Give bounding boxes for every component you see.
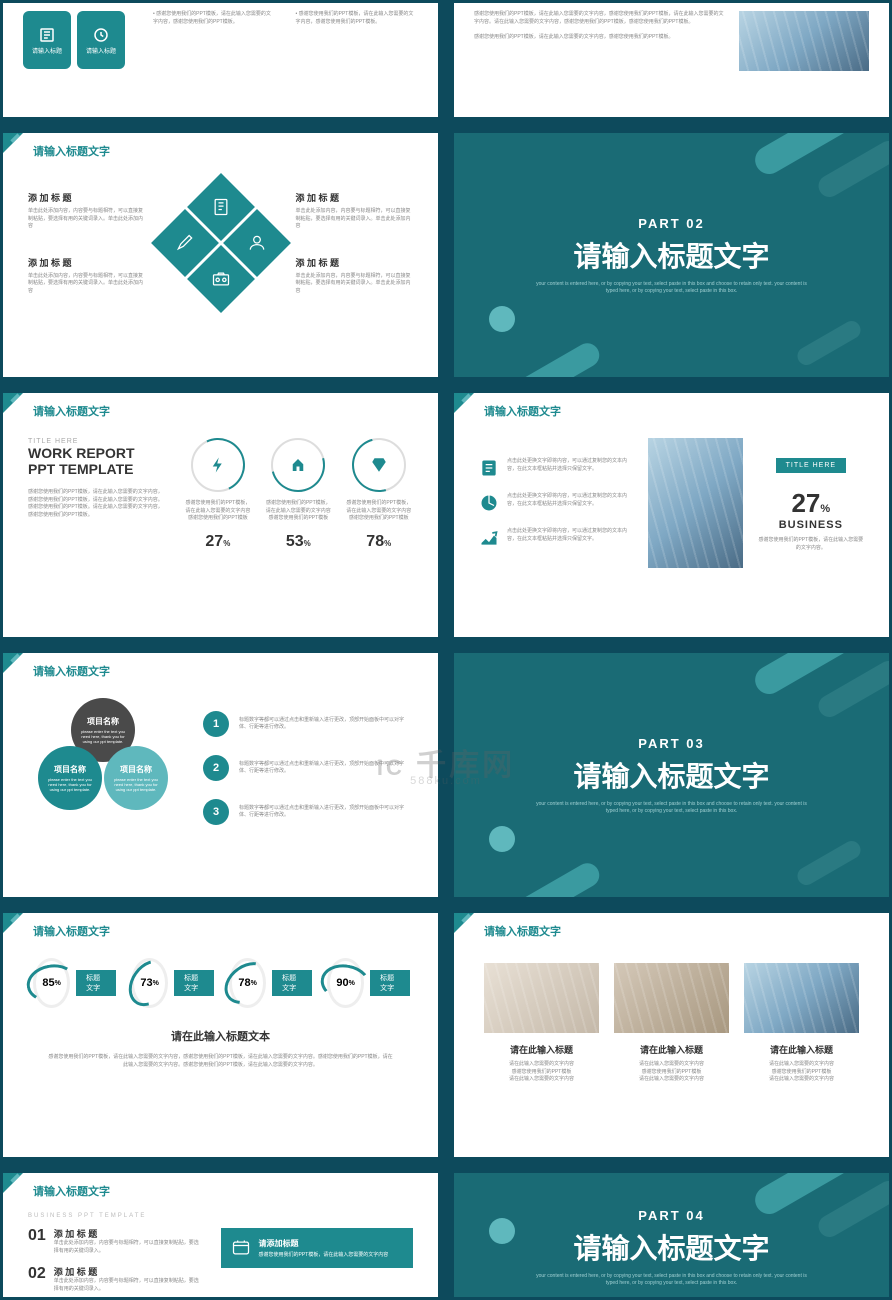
icon-box-2: 请输入标题 bbox=[77, 11, 125, 69]
body: 感谢您使用我们的PPT模板，请在此输入您需要的文字内容，感谢您使用我们的PPT模… bbox=[33, 1054, 408, 1069]
slide-title: 请输入标题文字 bbox=[33, 923, 110, 939]
stat-col: 感谢您使用我们的PPT模板，请在此输入您需要的文字内容感谢您使用我们的PPT模板… bbox=[345, 438, 413, 551]
ring-stat: 85% 标题文字 bbox=[33, 958, 116, 1008]
slide-7: 请输入标题文字 项目名称 please enter the text you n… bbox=[0, 650, 441, 900]
card: 请在此输入标题 请在此输入您需要的文字内容 感谢您使用我们的PPT模板 请在此输… bbox=[744, 963, 859, 1084]
slide-title: 请输入标题文字 bbox=[484, 923, 561, 939]
section-sub: your content is entered here, or by copy… bbox=[532, 801, 812, 815]
title-line2: PPT TEMPLATE bbox=[28, 461, 166, 477]
stat-col: 感谢您使用我们的PPT模板，请在此输入您需要的文字内容感谢您使用我们的PPT模板… bbox=[264, 438, 332, 551]
slide-5: 请输入标题文字 TITLE HERE WORK REPORT PPT TEMPL… bbox=[0, 390, 441, 640]
item-body: 单击此处添加内容，内容要与标题相符，可以直接复制粘贴，要选择有用的关键词录入。单… bbox=[296, 273, 414, 296]
body: 感谢您使用我们的PPT模板，请在此输入您需要的文字内容，感谢您使用我们的PPT模… bbox=[28, 489, 166, 519]
section-title: 请输入标题文字 bbox=[573, 1227, 769, 1267]
venn-diagram: 项目名称 please enter the text you need here… bbox=[28, 698, 178, 838]
slide2-body: 感谢您使用我们的PPT模板，请在此输入您需要的文字内容，感谢您使用我们的PPT模… bbox=[474, 11, 724, 26]
ring-stat: 78% 标题文字 bbox=[229, 958, 312, 1008]
slide-11: 请输入标题文字 BUSINESS PPT TEMPLATE 01 添 加 标 题… bbox=[0, 1170, 441, 1300]
item-title: 添 加 标 题 bbox=[296, 256, 414, 269]
section-part3: PART 03 请输入标题文字 your content is entered … bbox=[451, 650, 892, 900]
item-title: 添 加 标 题 bbox=[296, 191, 414, 204]
slide-title: 请输入标题文字 bbox=[484, 403, 561, 419]
image-placeholder bbox=[648, 438, 743, 568]
numbered-item: 1 标题数字等都可以通过点击和重新输入进行更改，顶部开始面板中可以对字体、行距等… bbox=[203, 711, 413, 737]
card: 请在此输入标题 请在此输入您需要的文字内容 感谢您使用我们的PPT模板 请在此输… bbox=[484, 963, 599, 1084]
stat-text: 感谢您使用我们的PPT模板，请在此输入您需要的文字内容。 bbox=[758, 537, 864, 552]
subtitle: TITLE HERE bbox=[28, 438, 166, 445]
numbered-block: 02 添 加 标 题 单击此处添加内容，内容要与标题相符，可以直接复制粘贴，要选… bbox=[28, 1265, 201, 1293]
item-body: 单击此处添加内容，内容要与标题相符，可以直接复制粘贴，要选择有用的关键词录入。单… bbox=[28, 273, 146, 296]
subtitle: 请在此输入标题文本 bbox=[33, 1028, 408, 1044]
text-bullet: • 感谢您使用我们的PPT模板，请在此输入您需要的文字内容，感谢您使用我们的PP… bbox=[296, 11, 419, 26]
slide-10: 请输入标题文字 请在此输入标题 请在此输入您需要的文字内容 感谢您使用我们的PP… bbox=[451, 910, 892, 1160]
numbered-item: 2 标题数字等都可以通过点击和重新输入进行更改，顶部开始面板中可以对字体、行距等… bbox=[203, 755, 413, 781]
ring-stat: 90% 标题文字 bbox=[327, 958, 410, 1008]
numbered-item: 3 标题数字等都可以通过点击和重新输入进行更改，顶部开始面板中可以对字体、行距等… bbox=[203, 799, 413, 825]
slide-3: 请输入标题文字 添 加 标 题 单击此处添加内容，内容要与标题相符，可以直接复制… bbox=[0, 130, 441, 380]
stat-col: 感谢您使用我们的PPT模板，请在此输入您需要的文字内容感谢您使用我们的PPT模板… bbox=[184, 438, 252, 551]
slide-title: 请输入标题文字 bbox=[33, 663, 110, 679]
list-item: 点击此处更换文字即将内容，可以通过复制您的文本内容，在此文本框粘贴并选择只保留文… bbox=[479, 493, 633, 513]
item-title: 添 加 标 题 bbox=[28, 256, 146, 269]
icon-box-1: 请输入标题 bbox=[23, 11, 71, 69]
image-placeholder bbox=[739, 11, 869, 71]
title-line1: WORK REPORT bbox=[28, 445, 166, 461]
stat-value: 27 bbox=[791, 488, 820, 518]
section-title: 请输入标题文字 bbox=[573, 755, 769, 795]
slide-6: 请输入标题文字 点击此处更换文字即将内容，可以通过复制您的文本内容，在此文本框粘… bbox=[451, 390, 892, 640]
part-label: PART 04 bbox=[638, 1208, 705, 1223]
slide-title: 请输入标题文字 bbox=[33, 143, 110, 159]
stat-label: BUSINESS bbox=[758, 519, 864, 531]
diamond-icons bbox=[161, 183, 281, 303]
section-sub: your content is entered here, or by copy… bbox=[532, 281, 812, 295]
section-title: 请输入标题文字 bbox=[573, 235, 769, 275]
slide-1: 请输入标题 请输入标题 • 感谢您使用我们的PPT模板，请在此输入您需要的文字内… bbox=[0, 0, 441, 120]
list-item: 点击此处更换文字即将内容，可以通过复制您的文本内容，在此文本框粘贴并选择只保留文… bbox=[479, 458, 633, 478]
badge: TITLE HERE bbox=[776, 458, 846, 473]
numbered-block: 01 添 加 标 题 单击此处添加内容，内容要与标题相符，可以直接复制粘贴，要选… bbox=[28, 1227, 201, 1255]
item-body: 单击此处添加内容，内容要与标题相符，可以直接复制粘贴，要选择有用的关键词录入。单… bbox=[296, 208, 414, 231]
part-label: PART 03 bbox=[638, 736, 705, 751]
section-part4: PART 04 请输入标题文字 your content is entered … bbox=[451, 1170, 892, 1300]
card: 请在此输入标题 请在此输入您需要的文字内容 感谢您使用我们的PPT模板 请在此输… bbox=[614, 963, 729, 1084]
text-bullet: • 感谢您使用我们的PPT模板，请在此输入您需要的文字内容，感谢您使用我们的PP… bbox=[153, 11, 276, 26]
item-title: 添 加 标 题 bbox=[28, 191, 146, 204]
slide-title: 请输入标题文字 bbox=[33, 403, 110, 419]
part-label: PART 02 bbox=[638, 216, 705, 231]
callout: 请添加标题 感谢您使用我们的PPT模板，请在此输入您需要的文字内容 bbox=[221, 1228, 414, 1268]
section-part2: PART 02 请输入标题文字 your content is entered … bbox=[451, 130, 892, 380]
tag-label: BUSINESS PPT TEMPLATE bbox=[28, 1213, 201, 1219]
slide-9: 请输入标题文字 85% 标题文字 73% 标题文字 78% 标题文字 90% 标… bbox=[0, 910, 441, 1160]
ring-stat: 73% 标题文字 bbox=[131, 958, 214, 1008]
list-item: 点击此处更换文字即将内容，可以通过复制您的文本内容，在此文本框粘贴并选择只保留文… bbox=[479, 528, 633, 548]
slide-title: 请输入标题文字 bbox=[33, 1183, 110, 1199]
section-sub: your content is entered here, or by copy… bbox=[532, 1273, 812, 1287]
slide2-footer: 感谢您使用我们的PPT模板，请在此输入您需要的文字内容，感谢您使用我们的PPT模… bbox=[474, 34, 724, 42]
item-body: 单击此处添加内容，内容要与标题相符，可以直接复制粘贴，要选择有用的关键词录入。单… bbox=[28, 208, 146, 231]
slide-2: 感谢您使用我们的PPT模板，请在此输入您需要的文字内容，感谢您使用我们的PPT模… bbox=[451, 0, 892, 120]
